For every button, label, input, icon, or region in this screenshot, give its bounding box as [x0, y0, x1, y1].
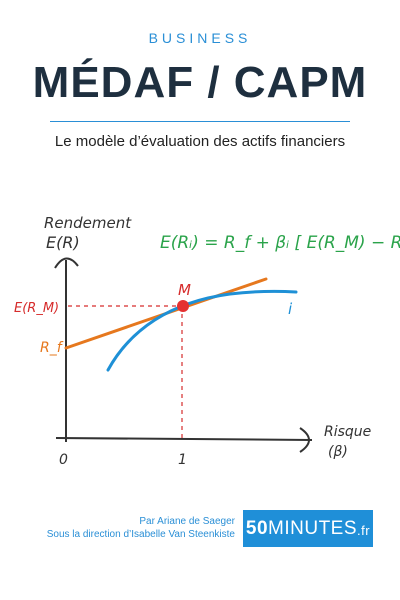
y-axis-label-line1: Rendement [44, 214, 132, 232]
capm-diagram: Rendement E(R) Risque (β) E(Rᵢ) = R_f + … [14, 214, 400, 468]
title-divider [50, 121, 350, 122]
x-axis-arrow [299, 427, 310, 453]
market-return-label: E(R_M) [14, 301, 59, 316]
origin-tick-label: 0 [59, 452, 68, 468]
beta-one-tick-label: 1 [178, 452, 187, 468]
book-title: MÉDAF / CAPM [32, 58, 368, 107]
x-axis-label-line1: Risque [324, 424, 371, 440]
x-axis [55, 437, 313, 441]
market-point [177, 300, 189, 312]
x-axis-label-line2: (β) [328, 444, 348, 460]
capm-formula: E(Rᵢ) = R_f + βᵢ [ E(R_M) − R_f ] [160, 233, 400, 253]
risk-free-label: R_f [40, 340, 64, 356]
book-subtitle: Le modèle d’évaluation des actifs financ… [54, 133, 346, 150]
y-axis-label-line2: E(R) [46, 233, 80, 252]
brand-word: MINUTES [268, 517, 358, 539]
publisher-logo: 50 MINUTES .fr [243, 510, 373, 547]
direction-line: Sous la direction d’Isabelle Van Steenki… [46, 529, 235, 540]
asset-curve [106, 289, 298, 372]
curve-label: i [288, 300, 293, 318]
series-label: BUSINESS [148, 30, 252, 46]
y-axis-arrow [54, 257, 79, 269]
brand-tld: .fr [357, 522, 371, 538]
author-credits: Par Ariane de Saeger Sous la direction d… [0, 515, 235, 541]
market-point-label: M [178, 281, 191, 299]
brand-number: 50 [245, 517, 269, 539]
author-line: Par Ariane de Saeger [139, 516, 235, 527]
